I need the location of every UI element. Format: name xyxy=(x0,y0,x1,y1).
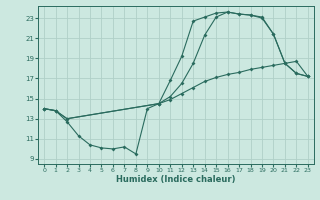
X-axis label: Humidex (Indice chaleur): Humidex (Indice chaleur) xyxy=(116,175,236,184)
